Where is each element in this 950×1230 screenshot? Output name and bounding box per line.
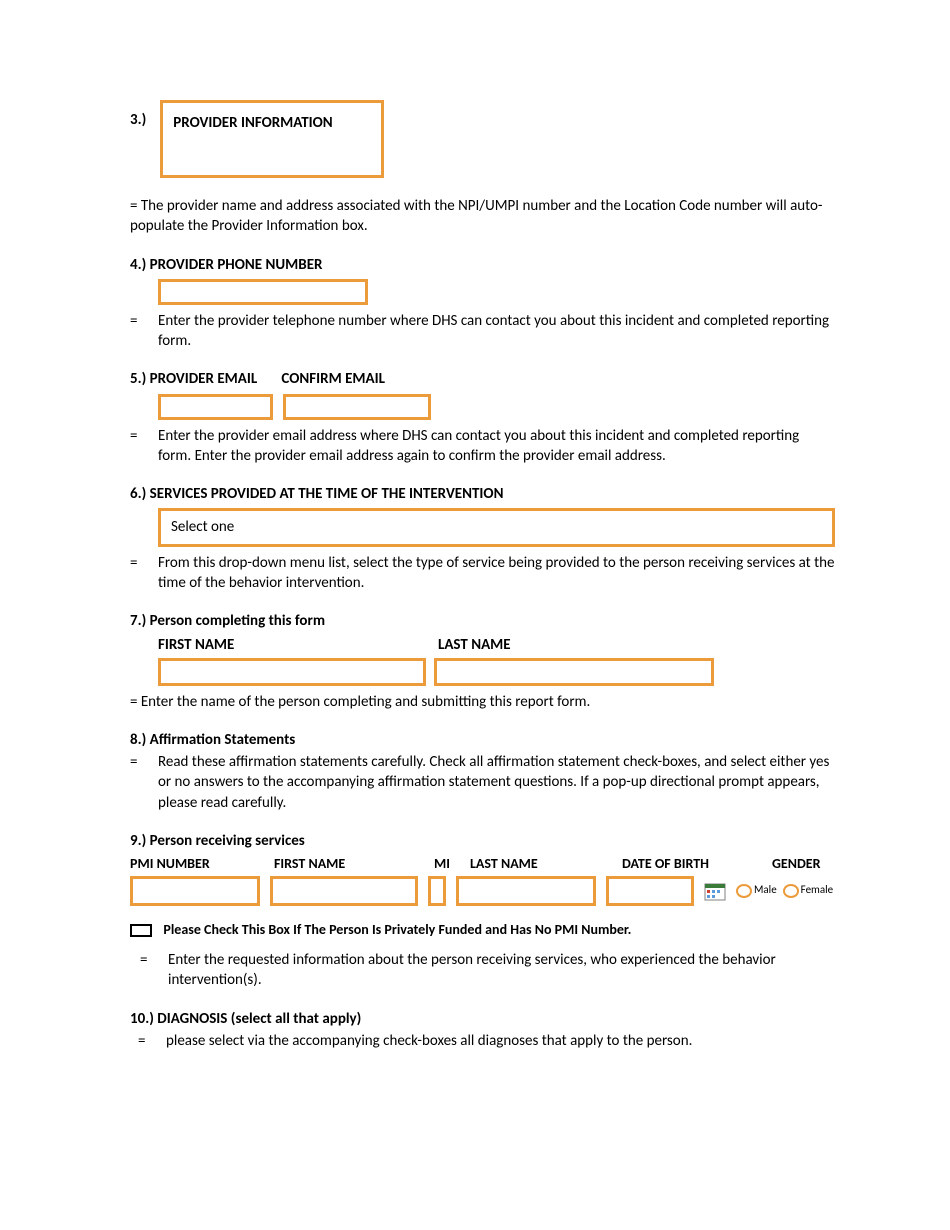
section-3: 3.) PROVIDER INFORMATION = The provider … xyxy=(130,100,835,237)
section-10-description: please select via the accompanying check… xyxy=(166,1031,835,1051)
section-4: 4.) PROVIDER PHONE NUMBER = Enter the pr… xyxy=(130,255,835,352)
gender-male-label: Male xyxy=(754,883,777,898)
section-5-heading-b: CONFIRM EMAIL xyxy=(281,369,385,389)
dob-input[interactable] xyxy=(606,876,694,906)
completer-last-name-input[interactable] xyxy=(434,658,714,686)
section-8: 8.) Affirmation Statements = Read these … xyxy=(130,730,835,813)
section-4-heading: 4.) PROVIDER PHONE NUMBER xyxy=(130,255,835,275)
provider-information-box: PROVIDER INFORMATION xyxy=(160,100,384,178)
completer-first-name-input[interactable] xyxy=(158,658,426,686)
confirm-email-input[interactable] xyxy=(283,394,431,420)
mi-label: MI xyxy=(434,855,470,874)
section-10-heading: 10.) DIAGNOSIS (select all that apply) xyxy=(130,1009,835,1029)
section-5-description: Enter the provider email address where D… xyxy=(158,426,835,467)
gender-female-radio[interactable] xyxy=(783,884,799,898)
equals-sign: = xyxy=(130,311,158,331)
provider-email-input[interactable] xyxy=(158,394,273,420)
last-name-label: LAST NAME xyxy=(470,855,622,874)
section-4-description: Enter the provider telephone number wher… xyxy=(158,311,835,352)
recipient-first-name-input[interactable] xyxy=(270,876,418,906)
first-name-label: FIRST NAME xyxy=(158,635,438,655)
section-3-description: = The provider name and address associat… xyxy=(130,196,835,237)
provider-phone-input[interactable] xyxy=(158,279,368,305)
section-6-description: From this drop-down menu list, select th… xyxy=(158,553,835,594)
dob-label: DATE OF BIRTH xyxy=(622,855,772,874)
privately-funded-checkbox[interactable] xyxy=(130,924,152,937)
section-9-heading: 9.) Person receiving services xyxy=(130,831,835,851)
section-10: 10.) DIAGNOSIS (select all that apply) =… xyxy=(130,1009,835,1052)
section-9: 9.) Person receiving services PMI NUMBER… xyxy=(130,831,835,991)
section-8-heading: 8.) Affirmation Statements xyxy=(130,730,835,750)
first-name-label: FIRST NAME xyxy=(274,855,434,874)
equals-sign: = xyxy=(138,1031,166,1051)
equals-sign: = xyxy=(130,553,158,573)
equals-sign: = xyxy=(130,752,158,772)
equals-sign: = xyxy=(130,426,158,446)
section-7: 7.) Person completing this form FIRST NA… xyxy=(130,611,835,712)
section-7-description: = Enter the name of the person completin… xyxy=(130,692,835,712)
pmi-input[interactable] xyxy=(130,876,260,906)
last-name-label: LAST NAME xyxy=(438,635,511,655)
section-5: 5.) PROVIDER EMAIL CONFIRM EMAIL = Enter… xyxy=(130,369,835,466)
gender-male-radio[interactable] xyxy=(736,884,752,898)
pmi-label: PMI NUMBER xyxy=(130,855,274,874)
section-6: 6.) SERVICES PROVIDED AT THE TIME OF THE… xyxy=(130,484,835,593)
recipient-last-name-input[interactable] xyxy=(456,876,596,906)
privately-funded-label: Please Check This Box If The Person Is P… xyxy=(163,921,631,938)
services-select-placeholder: Select one xyxy=(171,518,234,536)
recipient-mi-input[interactable] xyxy=(428,876,446,906)
gender-female-label: Female xyxy=(801,883,833,898)
section-5-heading-a: 5.) PROVIDER EMAIL xyxy=(130,369,278,389)
section-6-heading: 6.) SERVICES PROVIDED AT THE TIME OF THE… xyxy=(130,484,835,504)
provider-information-title: PROVIDER INFORMATION xyxy=(173,114,332,132)
calendar-icon[interactable] xyxy=(704,881,726,901)
equals-sign: = xyxy=(140,950,168,970)
services-select[interactable]: Select one xyxy=(158,508,835,546)
section-3-number: 3.) xyxy=(130,100,146,130)
section-9-description: Enter the requested information about th… xyxy=(168,950,835,991)
gender-label: GENDER xyxy=(772,855,821,874)
section-7-heading: 7.) Person completing this form xyxy=(130,611,835,631)
section-8-description: Read these affirmation statements carefu… xyxy=(158,752,835,813)
